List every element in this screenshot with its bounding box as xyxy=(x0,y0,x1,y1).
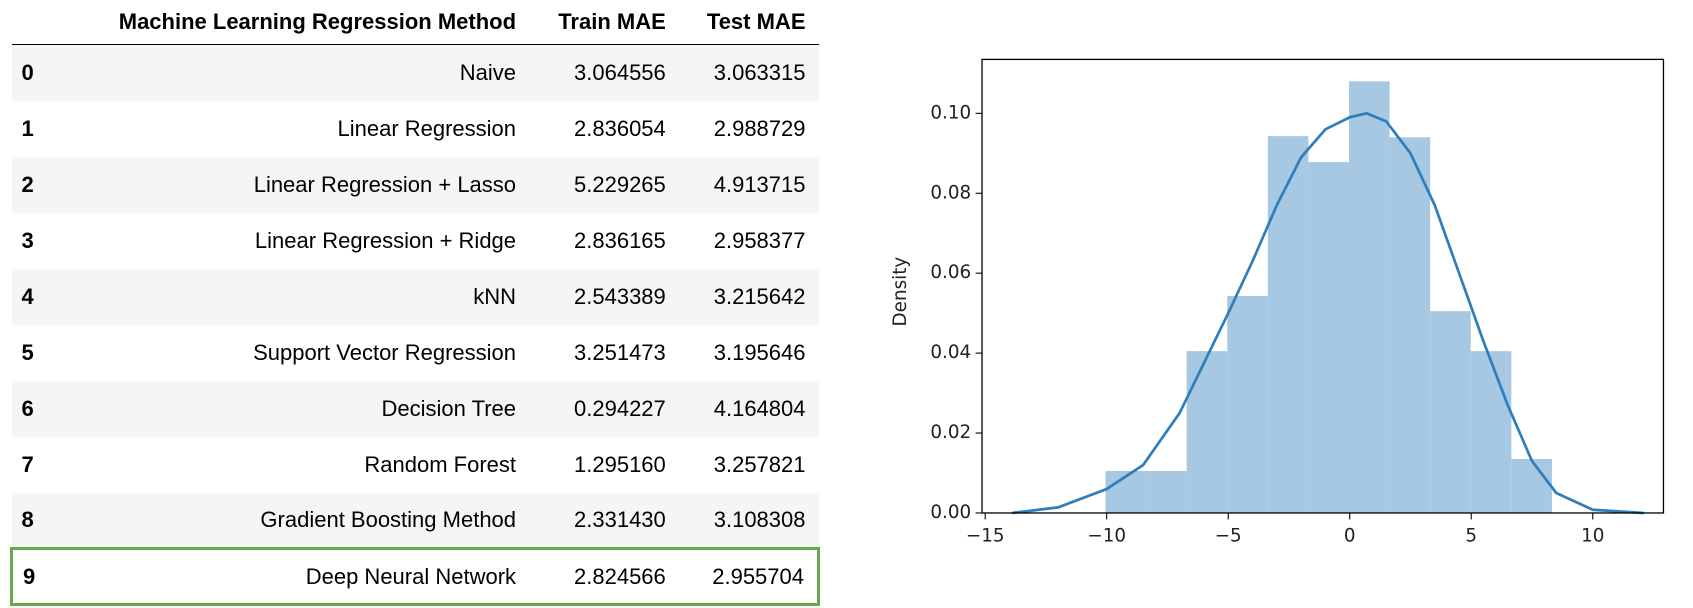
histogram-bar xyxy=(1430,311,1471,513)
table-cell: 2.836054 xyxy=(574,115,666,141)
table-cell: 2.836165 xyxy=(574,227,666,253)
row-index: 9 xyxy=(10,547,55,606)
table-row: 3 Linear Regression + Ridge 2.836165 2.9583… xyxy=(12,213,819,269)
table-cell: 3.215642 xyxy=(713,283,806,309)
histogram-bar xyxy=(1146,471,1187,513)
table-row: 7 Random Forest 1.295160 3.257821 xyxy=(12,437,819,493)
row-index: 7 xyxy=(21,451,34,477)
x-tick-label: −15 xyxy=(966,526,1005,547)
table-cell: 3.108308 xyxy=(713,506,806,532)
row-index: 0 xyxy=(21,59,34,85)
x-tick-label: 0 xyxy=(1344,526,1356,547)
histogram-bar xyxy=(1389,137,1431,513)
table-cell: 3.195646 xyxy=(713,339,806,365)
x-tick-label: −5 xyxy=(1215,526,1242,547)
table-cell: Gradient Boosting Method xyxy=(260,506,517,532)
row-index: 5 xyxy=(21,339,34,365)
table-cell: kNN xyxy=(473,283,517,309)
table-cell: 3.063315 xyxy=(713,59,806,85)
table-row: 4 kNN 2.543389 3.215642 xyxy=(11,268,819,325)
table-cell: Deep Neural Network xyxy=(54,547,530,606)
table-cell: 3.251473 xyxy=(574,339,666,365)
kde-line xyxy=(1011,111,1644,515)
table-row: 8 Gradient Boosting Method 2.331430 3.10830… xyxy=(11,492,819,549)
results-table: Machine Learning Regression Method Train … xyxy=(10,0,820,606)
table-cell: 3.257821 xyxy=(713,451,806,477)
row-index: 6 xyxy=(21,395,34,421)
table-row: 9 Deep Neural Network 2.824566 2.955704 xyxy=(10,547,820,606)
header-row: Machine Learning Regression Method Train … xyxy=(11,0,819,45)
table-row: 0 Naive 3.064556 3.063315 xyxy=(11,44,819,101)
table-row: 6 Decision Tree 0.294227 4.164804 xyxy=(11,380,819,437)
table-cell: 4.913715 xyxy=(713,171,806,197)
table-row: 1 Linear Regression 2.836054 2.988729 xyxy=(12,101,819,157)
table-cell: 3.064556 xyxy=(574,59,666,85)
histogram-bar xyxy=(1348,81,1390,513)
y-tick-label: 0.00 xyxy=(930,502,971,523)
y-tick-label: 0.08 xyxy=(930,182,971,203)
table-cell: Decision Tree xyxy=(381,395,517,421)
y-axis-label: Density xyxy=(890,257,911,327)
table-cell: Random Forest xyxy=(364,451,517,477)
y-tick-label: 0.10 xyxy=(930,102,971,123)
histogram-bar xyxy=(1308,162,1349,513)
table-cell: 1.295160 xyxy=(574,451,666,477)
histogram-bar xyxy=(1186,351,1228,513)
row-index: 8 xyxy=(21,506,34,532)
table-cell: 2.331430 xyxy=(574,506,666,532)
row-index: 4 xyxy=(21,283,34,309)
x-tick-label: 10 xyxy=(1581,526,1604,547)
table-cell: 5.229265 xyxy=(574,171,666,197)
y-tick-label: 0.02 xyxy=(930,422,971,443)
table-cell: 2.955704 xyxy=(678,547,820,606)
column-header: Test MAE xyxy=(678,0,819,45)
table-row: 5 Support Vector Regression 3.251473 3.1956… xyxy=(12,325,819,381)
x-tick-label: −10 xyxy=(1087,526,1126,547)
y-tick-label: 0.06 xyxy=(930,262,971,283)
histogram-bar xyxy=(1267,136,1309,513)
table-body: 0 Naive 3.064556 3.063315 1 Linear Regression… xyxy=(10,44,820,606)
axes-frame xyxy=(981,58,1665,514)
row-index: 3 xyxy=(21,227,34,253)
table-cell: Naive xyxy=(459,59,517,85)
table-cell: Support Vector Regression xyxy=(253,339,517,365)
table-cell: Linear Regression + Ridge xyxy=(254,227,517,253)
table-cell: 2.824566 xyxy=(529,547,679,606)
column-header: Train MAE xyxy=(529,0,679,45)
histogram-bar xyxy=(1470,351,1512,513)
table-row: 2 Linear Regression + Lasso 5.229265 4.9137… xyxy=(11,156,819,213)
histogram-bar xyxy=(1227,295,1268,513)
table-cell: Linear Regression xyxy=(337,115,517,141)
x-tick-label: 5 xyxy=(1465,526,1477,547)
row-index: 1 xyxy=(21,115,34,141)
index-header xyxy=(11,0,55,45)
y-tick-label: 0.04 xyxy=(930,342,971,363)
table-cell: 0.294227 xyxy=(574,395,666,421)
table-cell: 2.988729 xyxy=(713,115,806,141)
column-header: Machine Learning Regression Method xyxy=(54,0,530,45)
row-index: 2 xyxy=(21,171,34,197)
histogram-bar xyxy=(1511,459,1552,513)
table-cell: Linear Regression + Lasso xyxy=(253,171,517,197)
table-cell: 2.543389 xyxy=(574,283,666,309)
table-cell: 4.164804 xyxy=(713,395,806,421)
table-cell: 2.958377 xyxy=(713,227,806,253)
